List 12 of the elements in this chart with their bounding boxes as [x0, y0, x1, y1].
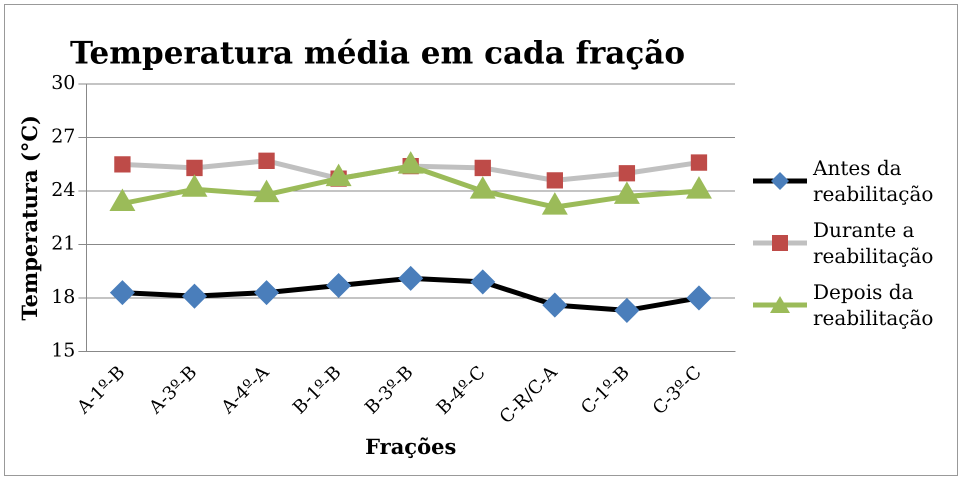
chart-title: Temperatura média em cada fração [70, 36, 686, 72]
y-tick-label: 27 [51, 126, 76, 148]
y-tick-label: 24 [51, 179, 76, 202]
y-tick-label: 15 [51, 339, 76, 362]
legend-label: Antes da reabilitação [813, 155, 934, 207]
y-axis-title: Temperatura (°C) [17, 115, 42, 321]
legend-label: Durante a reabilitação [813, 217, 934, 269]
y-tick-label: 18 [51, 286, 76, 308]
legend-label: Depois da reabilitação [813, 279, 934, 331]
y-tick-label: 30 [51, 72, 76, 94]
y-tick-label: 21 [51, 232, 76, 254]
x-axis-title: Frações [365, 434, 456, 459]
